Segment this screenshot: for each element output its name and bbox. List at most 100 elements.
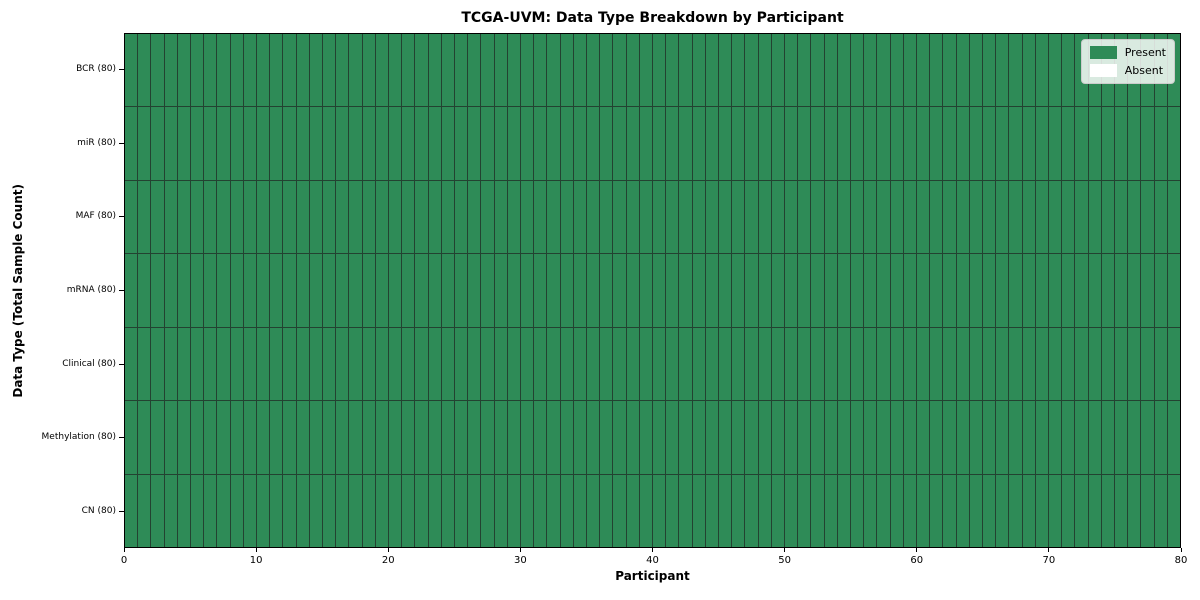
heatmap-cell xyxy=(507,401,520,474)
y-tick-label: miR (80) xyxy=(77,137,116,148)
heatmap-cell xyxy=(1048,327,1062,401)
heatmap-cell xyxy=(243,34,256,107)
heatmap-cell xyxy=(745,401,758,474)
heatmap-cell xyxy=(573,474,586,547)
heatmap-cell xyxy=(666,107,679,180)
heatmap-cell xyxy=(745,474,758,547)
heatmap-cell xyxy=(1167,401,1180,474)
x-tick-mark xyxy=(1180,548,1182,552)
y-tick-label: BCR (80) xyxy=(76,64,116,75)
heatmap-cell xyxy=(811,327,824,401)
heatmap-cell xyxy=(1062,180,1075,254)
heatmap-cell xyxy=(850,327,864,401)
heatmap-cell xyxy=(1114,107,1128,180)
heatmap-cell xyxy=(520,327,534,401)
heatmap-cell xyxy=(613,254,626,327)
heatmap-cell xyxy=(441,327,454,401)
heatmap-cell xyxy=(837,34,850,107)
heatmap-cell xyxy=(494,107,507,180)
heatmap-cell xyxy=(217,180,230,254)
heatmap-cell xyxy=(956,180,969,254)
heatmap-cell xyxy=(494,180,507,254)
heatmap-cell xyxy=(864,474,877,547)
heatmap-cell xyxy=(415,401,428,474)
heatmap-cell xyxy=(1167,107,1180,180)
heatmap-cell xyxy=(164,474,177,547)
heatmap-cell xyxy=(982,180,996,254)
heatmap-cell xyxy=(1088,254,1101,327)
heatmap-cell xyxy=(824,254,837,327)
heatmap-cell xyxy=(230,34,243,107)
heatmap-cell xyxy=(811,254,824,327)
heatmap-cell xyxy=(718,327,732,401)
heatmap-cell xyxy=(151,401,164,474)
heatmap-cell xyxy=(850,107,864,180)
heatmap-cell xyxy=(864,254,877,327)
heatmap-cell xyxy=(560,254,573,327)
heatmap-cell xyxy=(1075,474,1088,547)
heatmap-cell xyxy=(1035,34,1048,107)
heatmap-cell xyxy=(283,180,296,254)
heatmap-cell xyxy=(890,34,903,107)
heatmap-cell xyxy=(626,327,639,401)
heatmap-cell xyxy=(481,474,494,547)
heatmap-cell xyxy=(666,34,679,107)
heatmap-cell xyxy=(930,180,943,254)
heatmap-cell xyxy=(771,401,784,474)
heatmap-cell xyxy=(1128,107,1141,180)
heatmap-cell xyxy=(547,34,560,107)
heatmap-cell xyxy=(309,180,322,254)
heatmap-cell xyxy=(758,474,771,547)
heatmap-cell xyxy=(613,180,626,254)
heatmap-cell xyxy=(283,254,296,327)
heatmap-cell xyxy=(309,34,322,107)
heatmap-cell xyxy=(1154,180,1167,254)
heatmap-cell xyxy=(943,327,956,401)
heatmap-cell xyxy=(613,327,626,401)
heatmap-cell xyxy=(996,107,1009,180)
heatmap-cell xyxy=(586,107,600,180)
heatmap-cell xyxy=(982,34,996,107)
y-tick-mark xyxy=(119,437,124,439)
heatmap-cell xyxy=(1062,474,1075,547)
heatmap-cell xyxy=(1101,180,1114,254)
heatmap-cell xyxy=(1009,107,1022,180)
heatmap-cell xyxy=(811,107,824,180)
heatmap-cell xyxy=(441,401,454,474)
heatmap-cell xyxy=(388,474,402,547)
heatmap-cell xyxy=(679,327,692,401)
heatmap-cell xyxy=(177,401,190,474)
heatmap-cell xyxy=(243,107,256,180)
heatmap-cell xyxy=(679,34,692,107)
heatmap-cell xyxy=(309,107,322,180)
heatmap-cell xyxy=(996,327,1009,401)
heatmap-cell xyxy=(586,180,600,254)
heatmap-cell xyxy=(943,254,956,327)
heatmap-cell xyxy=(468,254,481,327)
legend-swatch xyxy=(1089,64,1117,77)
heatmap-cell xyxy=(969,401,982,474)
heatmap-cell xyxy=(190,254,204,327)
heatmap-cell xyxy=(256,254,270,327)
heatmap-cell xyxy=(151,254,164,327)
heatmap-cell xyxy=(362,34,375,107)
heatmap-cell xyxy=(388,34,402,107)
heatmap-cell xyxy=(1088,107,1101,180)
heatmap-cell xyxy=(982,327,996,401)
heatmap-cell xyxy=(811,180,824,254)
heatmap-cell xyxy=(388,107,402,180)
heatmap-cell xyxy=(468,180,481,254)
heatmap-cell xyxy=(1128,474,1141,547)
heatmap-cell xyxy=(811,474,824,547)
x-tick-label: 50 xyxy=(778,555,791,566)
heatmap-cell xyxy=(322,327,336,401)
heatmap-cell xyxy=(666,327,679,401)
heatmap-cell xyxy=(138,401,151,474)
heatmap-cell xyxy=(164,180,177,254)
heatmap-cell xyxy=(415,34,428,107)
heatmap-cell xyxy=(177,180,190,254)
heatmap-cell xyxy=(1128,327,1141,401)
heatmap-cell xyxy=(1009,401,1022,474)
x-tick-mark xyxy=(916,548,918,552)
heatmap-cell xyxy=(956,474,969,547)
